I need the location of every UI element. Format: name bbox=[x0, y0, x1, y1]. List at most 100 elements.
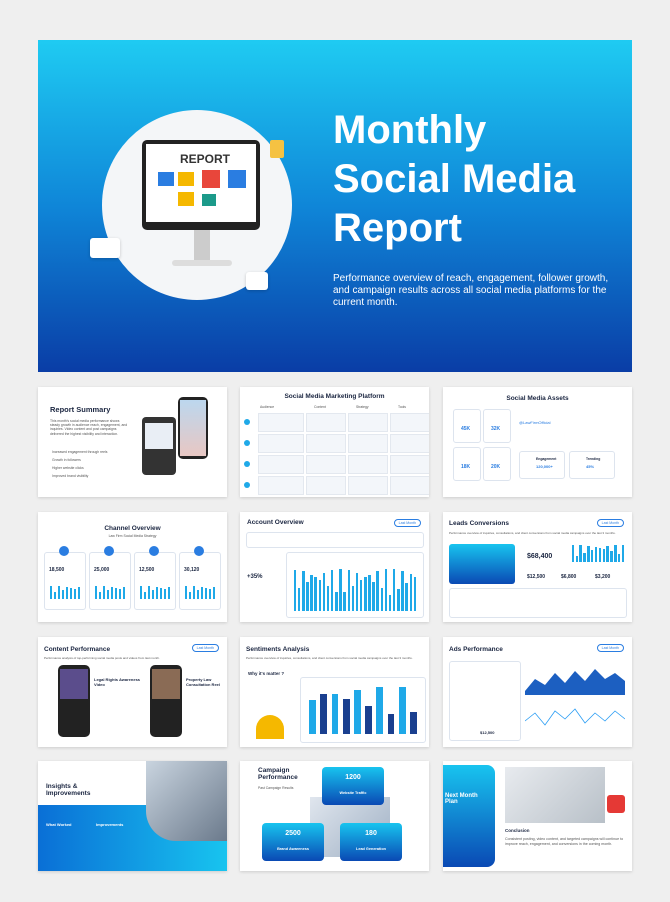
filter-button[interactable]: Last Month bbox=[393, 519, 421, 527]
decor-bar bbox=[320, 693, 328, 734]
row-dot bbox=[244, 482, 250, 488]
slide-subtitle: Performance overview of inquiries, consu… bbox=[449, 531, 616, 535]
cell bbox=[258, 455, 304, 474]
icon bbox=[149, 546, 159, 556]
decor-bar bbox=[587, 545, 590, 562]
slide-title: Social Media Marketing Platform bbox=[284, 393, 385, 400]
stat-value: 1200 bbox=[345, 774, 361, 781]
phone bbox=[150, 665, 182, 737]
decor-bar bbox=[364, 576, 367, 611]
list-item: Higher website clicks bbox=[52, 466, 84, 470]
stat-card: 180 Lead Generation bbox=[340, 823, 402, 861]
icon bbox=[104, 546, 114, 556]
photo bbox=[146, 761, 227, 841]
stat: 18K bbox=[461, 464, 471, 470]
decor-bar bbox=[61, 589, 65, 599]
slide-title: Social Media Assets bbox=[506, 395, 569, 402]
decor-bar bbox=[139, 585, 143, 599]
slide: Next Month Plan Conclusion Consistent po… bbox=[443, 761, 632, 871]
decor-bar bbox=[398, 686, 406, 734]
mini-chart bbox=[94, 585, 126, 599]
stat: 12,500 bbox=[139, 567, 155, 573]
bar-chart bbox=[307, 684, 419, 734]
card-label: Engagement bbox=[536, 457, 557, 461]
decor-bar bbox=[188, 591, 192, 599]
channel-card: 12,500 bbox=[134, 552, 176, 610]
phone bbox=[142, 417, 176, 475]
kpi-row bbox=[246, 532, 424, 548]
decor-bar bbox=[409, 574, 413, 611]
table-card bbox=[449, 588, 627, 618]
column-header: Tools bbox=[398, 405, 406, 409]
decor-bar bbox=[122, 586, 126, 599]
decor-bar bbox=[143, 591, 147, 599]
decor-bar bbox=[355, 572, 359, 611]
decor-bar bbox=[347, 570, 351, 611]
filter-button[interactable]: Last Month bbox=[596, 644, 624, 652]
decor-bar bbox=[163, 589, 167, 599]
decor-bar bbox=[606, 546, 609, 562]
decor-bar bbox=[208, 589, 212, 599]
filter-button[interactable]: Last Month bbox=[596, 519, 624, 527]
calendar bbox=[607, 795, 625, 813]
decor-bar bbox=[114, 588, 118, 599]
decor-bar bbox=[167, 586, 171, 599]
decor-bar bbox=[118, 589, 122, 599]
bar-chart bbox=[571, 544, 625, 562]
slide-subtitle: Performance overview of inquiries, consu… bbox=[246, 656, 413, 660]
slide-text: Consistent posting, video content, and t… bbox=[505, 837, 624, 846]
asset-card: 20K bbox=[483, 447, 511, 481]
decor-bar bbox=[342, 699, 350, 734]
post-title: Legal Rights Awareness Video bbox=[94, 677, 141, 687]
decor-bar bbox=[326, 585, 330, 611]
slide-title: Insights & Improvements bbox=[46, 783, 91, 797]
decor-bar bbox=[376, 571, 379, 611]
video bbox=[152, 669, 180, 699]
slide: Account Overview Last Month +35% bbox=[240, 512, 429, 622]
decor-bar bbox=[621, 544, 625, 562]
decor-bar bbox=[359, 579, 363, 611]
kpi-card: $12,500 bbox=[449, 661, 521, 741]
post-title: Property Law Consultation Reel bbox=[186, 677, 221, 687]
mini-chart bbox=[184, 585, 216, 599]
stand-base bbox=[172, 260, 232, 266]
decor-bar bbox=[159, 588, 163, 599]
area bbox=[525, 669, 625, 695]
slide-title: Ads Performance bbox=[449, 646, 503, 653]
decor-bar bbox=[322, 572, 326, 611]
video bbox=[60, 669, 88, 699]
stat: $3,200 bbox=[595, 574, 611, 580]
icon bbox=[194, 546, 204, 556]
hero-subtitle: Performance overview of reach, engagemen… bbox=[333, 273, 609, 308]
phone-screen bbox=[180, 400, 206, 456]
slide-title: Sentiments Analysis bbox=[246, 646, 310, 653]
decor-bar bbox=[77, 586, 81, 599]
decor-bar bbox=[351, 585, 355, 611]
card-label: Trending bbox=[586, 457, 601, 461]
title-line: Report bbox=[333, 206, 462, 250]
decor-bar bbox=[212, 586, 216, 599]
column-title: What Worked bbox=[46, 822, 72, 827]
decor-bar bbox=[192, 586, 196, 599]
side-panel: Next Month Plan bbox=[443, 765, 495, 867]
decor-bar bbox=[309, 700, 316, 734]
cell bbox=[258, 434, 304, 453]
icon bbox=[178, 172, 194, 186]
slide: Channel Overview Law Firm Social Media S… bbox=[38, 512, 227, 622]
cell bbox=[306, 413, 346, 432]
decor-bar bbox=[376, 687, 384, 734]
trend-line bbox=[525, 708, 625, 726]
row-dot bbox=[244, 419, 250, 425]
cell bbox=[306, 434, 346, 453]
filter-button[interactable]: Last Month bbox=[191, 644, 219, 652]
slide-title: Channel Overview bbox=[104, 525, 161, 532]
mini-chart bbox=[49, 585, 81, 599]
decor-bar bbox=[69, 588, 73, 599]
stat-label: Lead Generation bbox=[356, 847, 386, 851]
section-title: Why it's matter ? bbox=[248, 671, 285, 676]
stat: 30,120 bbox=[184, 567, 200, 573]
cell bbox=[348, 476, 388, 495]
slide: Campaign Performance Past Campaign Resul… bbox=[240, 761, 429, 871]
stat: 18,500 bbox=[49, 567, 65, 573]
decor-bar bbox=[365, 706, 372, 734]
